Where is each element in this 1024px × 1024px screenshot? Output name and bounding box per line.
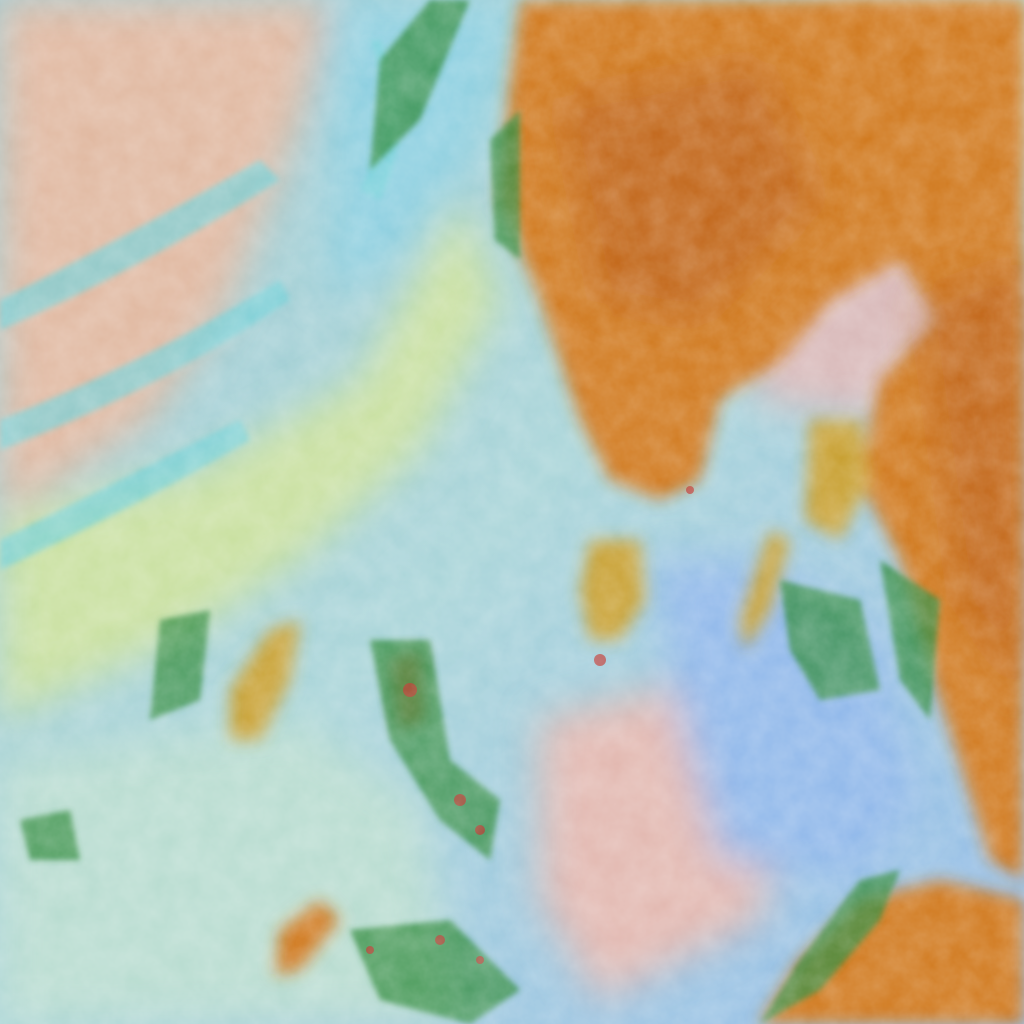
satellite-scene	[0, 0, 1024, 1024]
satellite-image	[0, 0, 1024, 1024]
texture-overlay	[0, 0, 1024, 1024]
